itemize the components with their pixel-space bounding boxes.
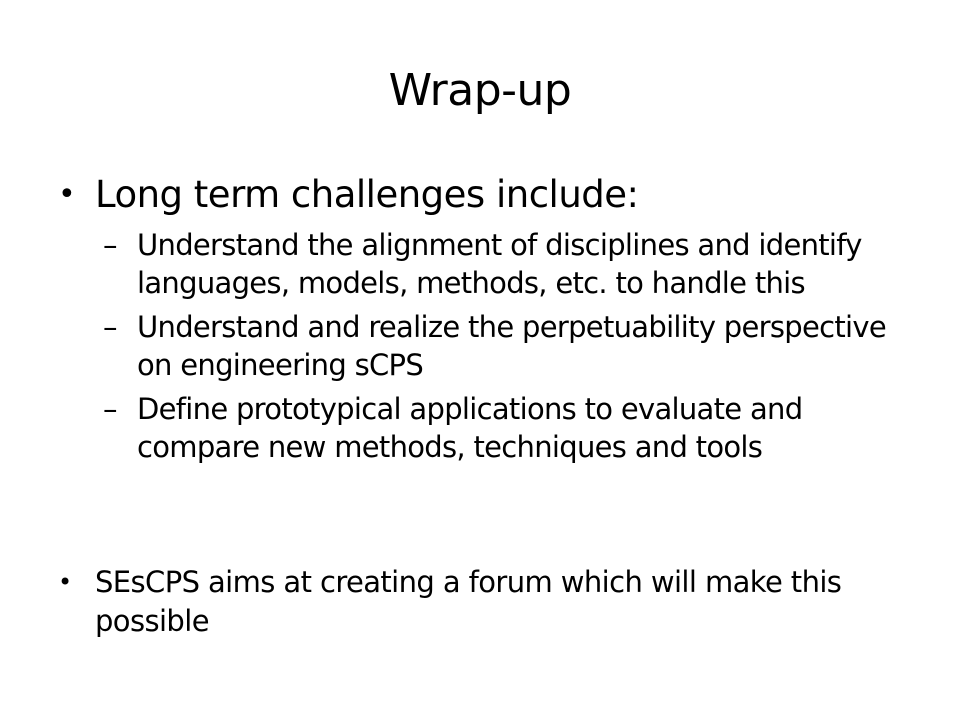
sub-bullet-item: – Understand and realize the perpetuabil… — [0, 308, 960, 384]
sub-bullet-item: – Define prototypical applications to ev… — [0, 390, 960, 466]
sub-bullet-list: – Understand the alignment of discipline… — [0, 226, 960, 466]
sub-bullet-item: – Understand the alignment of discipline… — [0, 226, 960, 302]
sub-bullet-text: Define prototypical applications to eval… — [137, 392, 803, 464]
bullet-text: SEsCPS aims at creating a forum which wi… — [95, 565, 842, 638]
sub-bullet-text: Understand the alignment of disciplines … — [137, 228, 862, 300]
sub-bullet-text: Understand and realize the perpetuabilit… — [137, 310, 887, 382]
dash-marker: – — [103, 310, 118, 344]
slide-title: Wrap-up — [388, 65, 572, 116]
bullet-group-challenges: • Long term challenges include: – Unders… — [0, 170, 960, 472]
bullet-item: • Long term challenges include: — [0, 170, 960, 220]
bullet-text: Long term challenges include: — [95, 173, 639, 216]
dash-marker: – — [103, 228, 118, 262]
bullet-marker: • — [58, 177, 76, 212]
bullet-item: • SEsCPS aims at creating a forum which … — [0, 563, 960, 641]
bullet-marker: • — [58, 568, 72, 596]
dash-marker: – — [103, 392, 118, 426]
bullet-group-forum: • SEsCPS aims at creating a forum which … — [0, 563, 960, 641]
